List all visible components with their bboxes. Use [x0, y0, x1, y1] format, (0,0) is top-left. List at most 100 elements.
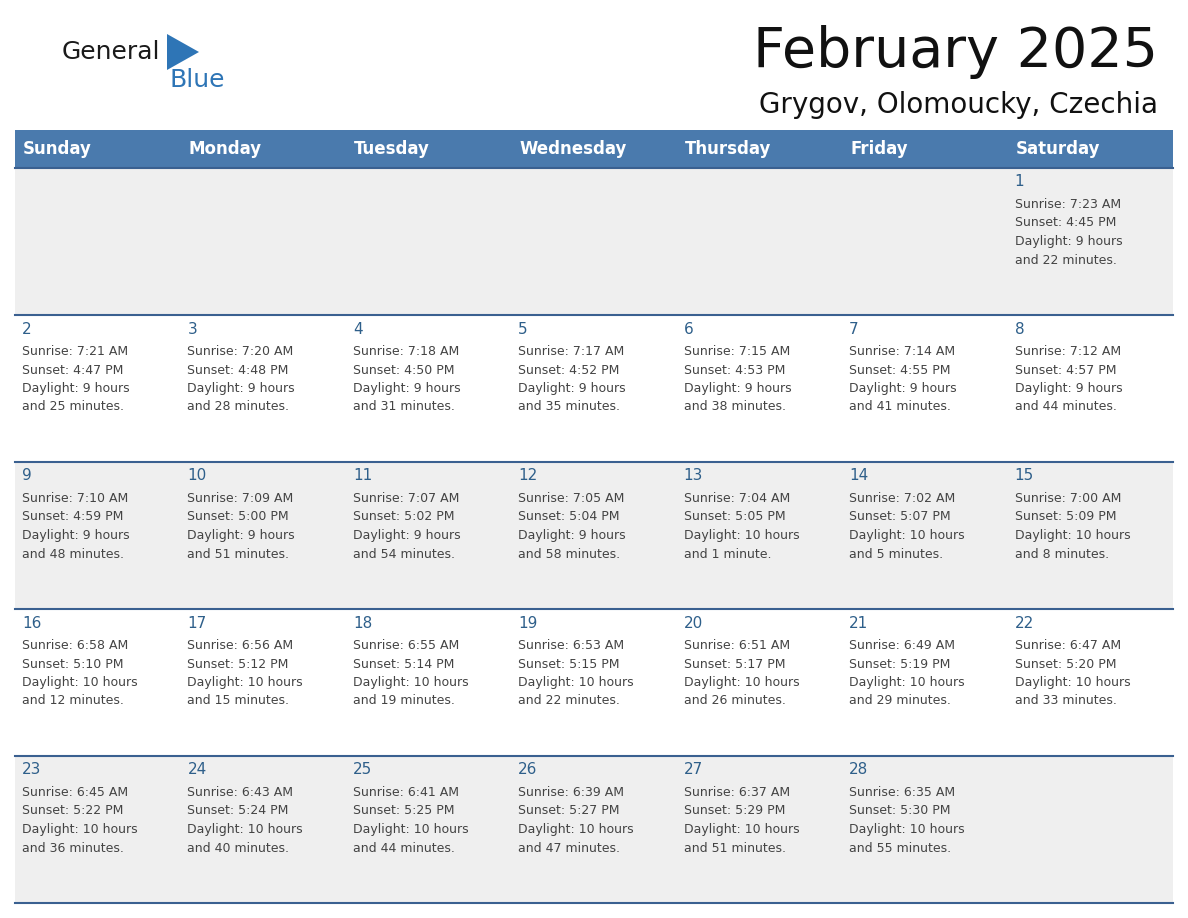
Text: Sunrise: 6:39 AM
Sunset: 5:27 PM
Daylight: 10 hours
and 47 minutes.: Sunrise: 6:39 AM Sunset: 5:27 PM Dayligh… [518, 786, 634, 855]
Text: Thursday: Thursday [684, 140, 771, 158]
Bar [181, 462, 346, 609]
Text: 2: 2 [23, 321, 32, 337]
Bar [842, 462, 1007, 609]
Bar [15, 609, 181, 756]
Text: 24: 24 [188, 763, 207, 778]
Text: 6: 6 [684, 321, 694, 337]
Bar [15, 130, 181, 168]
Text: Sunrise: 6:37 AM
Sunset: 5:29 PM
Daylight: 10 hours
and 51 minutes.: Sunrise: 6:37 AM Sunset: 5:29 PM Dayligh… [684, 786, 800, 855]
Bar [511, 168, 677, 315]
Bar [346, 130, 511, 168]
Text: Sunrise: 7:21 AM
Sunset: 4:47 PM
Daylight: 9 hours
and 25 minutes.: Sunrise: 7:21 AM Sunset: 4:47 PM Dayligh… [23, 345, 129, 413]
Bar [181, 130, 346, 168]
Text: 23: 23 [23, 763, 42, 778]
Bar [346, 168, 511, 315]
Text: Grygov, Olomoucky, Czechia: Grygov, Olomoucky, Czechia [759, 91, 1158, 119]
Text: Sunrise: 7:07 AM
Sunset: 5:02 PM
Daylight: 9 hours
and 54 minutes.: Sunrise: 7:07 AM Sunset: 5:02 PM Dayligh… [353, 492, 461, 561]
Text: Sunrise: 6:58 AM
Sunset: 5:10 PM
Daylight: 10 hours
and 12 minutes.: Sunrise: 6:58 AM Sunset: 5:10 PM Dayligh… [23, 639, 138, 708]
Bar [15, 462, 181, 609]
Bar [842, 130, 1007, 168]
Bar [181, 756, 346, 903]
Bar [511, 462, 677, 609]
Text: 21: 21 [849, 615, 868, 631]
Bar [181, 168, 346, 315]
Text: 18: 18 [353, 615, 372, 631]
Text: Wednesday: Wednesday [519, 140, 626, 158]
Text: 7: 7 [849, 321, 859, 337]
Text: Friday: Friday [851, 140, 908, 158]
Text: 3: 3 [188, 321, 197, 337]
Text: 11: 11 [353, 468, 372, 484]
Text: Sunrise: 7:05 AM
Sunset: 5:04 PM
Daylight: 9 hours
and 58 minutes.: Sunrise: 7:05 AM Sunset: 5:04 PM Dayligh… [518, 492, 626, 561]
Bar [677, 168, 842, 315]
Text: Sunrise: 7:00 AM
Sunset: 5:09 PM
Daylight: 10 hours
and 8 minutes.: Sunrise: 7:00 AM Sunset: 5:09 PM Dayligh… [1015, 492, 1130, 561]
Text: Sunrise: 6:51 AM
Sunset: 5:17 PM
Daylight: 10 hours
and 26 minutes.: Sunrise: 6:51 AM Sunset: 5:17 PM Dayligh… [684, 639, 800, 708]
Bar [511, 315, 677, 462]
Bar [346, 609, 511, 756]
Bar [842, 609, 1007, 756]
Text: Sunrise: 7:12 AM
Sunset: 4:57 PM
Daylight: 9 hours
and 44 minutes.: Sunrise: 7:12 AM Sunset: 4:57 PM Dayligh… [1015, 345, 1123, 413]
Bar [677, 462, 842, 609]
Text: 13: 13 [684, 468, 703, 484]
Text: 27: 27 [684, 763, 703, 778]
Text: 14: 14 [849, 468, 868, 484]
Bar [1007, 130, 1173, 168]
Text: 10: 10 [188, 468, 207, 484]
Bar [677, 609, 842, 756]
Bar [677, 315, 842, 462]
Bar [15, 168, 181, 315]
Bar [842, 168, 1007, 315]
Bar [511, 130, 677, 168]
Bar [181, 609, 346, 756]
Text: Saturday: Saturday [1016, 140, 1100, 158]
Text: Sunrise: 7:14 AM
Sunset: 4:55 PM
Daylight: 9 hours
and 41 minutes.: Sunrise: 7:14 AM Sunset: 4:55 PM Dayligh… [849, 345, 956, 413]
Text: Sunrise: 6:49 AM
Sunset: 5:19 PM
Daylight: 10 hours
and 29 minutes.: Sunrise: 6:49 AM Sunset: 5:19 PM Dayligh… [849, 639, 965, 708]
Text: 26: 26 [518, 763, 538, 778]
Text: Sunrise: 6:43 AM
Sunset: 5:24 PM
Daylight: 10 hours
and 40 minutes.: Sunrise: 6:43 AM Sunset: 5:24 PM Dayligh… [188, 786, 303, 855]
Bar [1007, 315, 1173, 462]
Text: 15: 15 [1015, 468, 1034, 484]
Text: February 2025: February 2025 [753, 25, 1158, 79]
Text: Sunrise: 6:41 AM
Sunset: 5:25 PM
Daylight: 10 hours
and 44 minutes.: Sunrise: 6:41 AM Sunset: 5:25 PM Dayligh… [353, 786, 468, 855]
Text: Sunrise: 7:04 AM
Sunset: 5:05 PM
Daylight: 10 hours
and 1 minute.: Sunrise: 7:04 AM Sunset: 5:05 PM Dayligh… [684, 492, 800, 561]
Text: Sunday: Sunday [23, 140, 91, 158]
Bar [1007, 609, 1173, 756]
Text: Monday: Monday [189, 140, 261, 158]
Text: Sunrise: 6:55 AM
Sunset: 5:14 PM
Daylight: 10 hours
and 19 minutes.: Sunrise: 6:55 AM Sunset: 5:14 PM Dayligh… [353, 639, 468, 708]
Text: 1: 1 [1015, 174, 1024, 189]
Text: Sunrise: 6:47 AM
Sunset: 5:20 PM
Daylight: 10 hours
and 33 minutes.: Sunrise: 6:47 AM Sunset: 5:20 PM Dayligh… [1015, 639, 1130, 708]
Bar [1007, 462, 1173, 609]
Text: Sunrise: 7:18 AM
Sunset: 4:50 PM
Daylight: 9 hours
and 31 minutes.: Sunrise: 7:18 AM Sunset: 4:50 PM Dayligh… [353, 345, 461, 413]
Text: Sunrise: 7:02 AM
Sunset: 5:07 PM
Daylight: 10 hours
and 5 minutes.: Sunrise: 7:02 AM Sunset: 5:07 PM Dayligh… [849, 492, 965, 561]
Text: Sunrise: 6:53 AM
Sunset: 5:15 PM
Daylight: 10 hours
and 22 minutes.: Sunrise: 6:53 AM Sunset: 5:15 PM Dayligh… [518, 639, 634, 708]
Text: 4: 4 [353, 321, 362, 337]
Bar [1007, 756, 1173, 903]
Text: 8: 8 [1015, 321, 1024, 337]
Bar [15, 315, 181, 462]
Text: Sunrise: 6:45 AM
Sunset: 5:22 PM
Daylight: 10 hours
and 36 minutes.: Sunrise: 6:45 AM Sunset: 5:22 PM Dayligh… [23, 786, 138, 855]
Bar [842, 315, 1007, 462]
Bar [346, 315, 511, 462]
Text: Sunrise: 7:09 AM
Sunset: 5:00 PM
Daylight: 9 hours
and 51 minutes.: Sunrise: 7:09 AM Sunset: 5:00 PM Dayligh… [188, 492, 295, 561]
Text: 12: 12 [518, 468, 537, 484]
Text: Sunrise: 7:15 AM
Sunset: 4:53 PM
Daylight: 9 hours
and 38 minutes.: Sunrise: 7:15 AM Sunset: 4:53 PM Dayligh… [684, 345, 791, 413]
Text: General: General [62, 40, 160, 64]
Text: Sunrise: 6:35 AM
Sunset: 5:30 PM
Daylight: 10 hours
and 55 minutes.: Sunrise: 6:35 AM Sunset: 5:30 PM Dayligh… [849, 786, 965, 855]
Bar [15, 756, 181, 903]
Bar [346, 462, 511, 609]
Polygon shape [168, 34, 200, 70]
Bar [1007, 168, 1173, 315]
Text: Sunrise: 7:23 AM
Sunset: 4:45 PM
Daylight: 9 hours
and 22 minutes.: Sunrise: 7:23 AM Sunset: 4:45 PM Dayligh… [1015, 198, 1123, 266]
Text: 19: 19 [518, 615, 538, 631]
Bar [842, 756, 1007, 903]
Text: 16: 16 [23, 615, 42, 631]
Text: Sunrise: 7:10 AM
Sunset: 4:59 PM
Daylight: 9 hours
and 48 minutes.: Sunrise: 7:10 AM Sunset: 4:59 PM Dayligh… [23, 492, 129, 561]
Text: 9: 9 [23, 468, 32, 484]
Text: 17: 17 [188, 615, 207, 631]
Bar [511, 609, 677, 756]
Text: 22: 22 [1015, 615, 1034, 631]
Bar [677, 130, 842, 168]
Text: 28: 28 [849, 763, 868, 778]
Text: Sunrise: 7:20 AM
Sunset: 4:48 PM
Daylight: 9 hours
and 28 minutes.: Sunrise: 7:20 AM Sunset: 4:48 PM Dayligh… [188, 345, 295, 413]
Bar [511, 756, 677, 903]
